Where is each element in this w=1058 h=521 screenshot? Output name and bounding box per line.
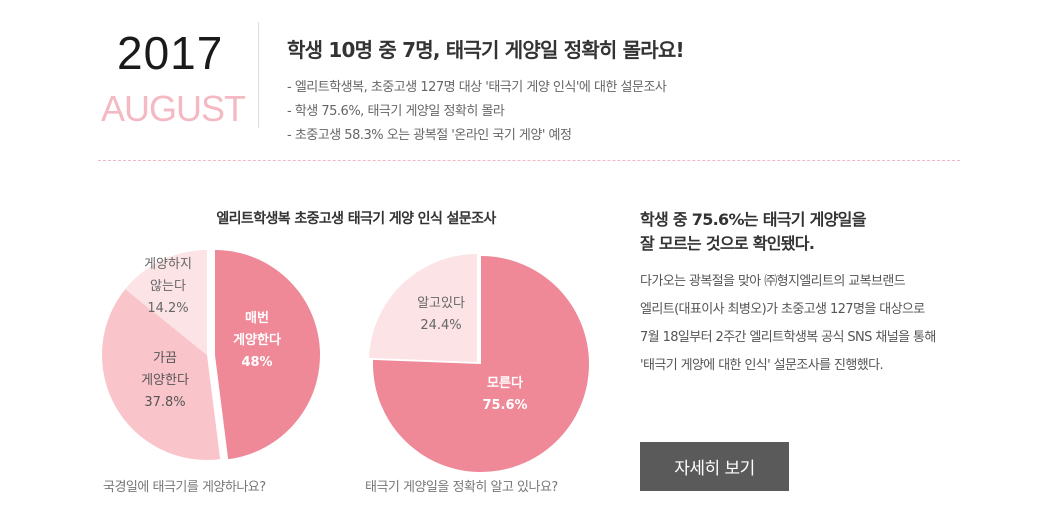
pie1-slice-3 <box>125 250 207 355</box>
headline: 학생 10명 중 7명, 태극기 게양일 정확히 몰라요! <box>287 38 685 62</box>
summary-title: 학생 중 75.6%는 태극기 게양일을 잘 모르는 것으로 확인됐다. <box>640 208 866 256</box>
summary-body-line: 엘리트(대표이사 최병오)가 초중고생 127명을 대상으로 <box>640 302 925 317</box>
slice-value-label: 48% <box>241 355 272 370</box>
slice-value-label: 14.2% <box>147 301 188 316</box>
summary-body-line: 7월 18일부터 2주간 엘리트학생복 공식 SNS 채널을 통해 <box>640 330 936 345</box>
pie1-slice-1 <box>215 250 321 460</box>
summary-body-line: 다가오는 광복절을 맞아 ㈜형지엘리트의 교복브랜드 <box>640 274 906 289</box>
pie1-slice-2 <box>101 289 221 461</box>
month: AUGUST <box>101 88 246 129</box>
summary-item: - 초중고생 58.3% 오는 광복절 '온라인 국기 게양' 예정 <box>287 128 572 143</box>
pie-question-2: 태극기 게양일을 정확히 알고 있나요? <box>365 480 558 495</box>
summary-title-line: 잘 모르는 것으로 확인됐다. <box>640 234 815 253</box>
header-divider <box>258 22 259 128</box>
slice-category-label: 알고있다 <box>417 296 465 311</box>
view-details-button[interactable]: 자세히 보기 <box>640 442 789 491</box>
slice-category-label: 게양한다 <box>233 332 281 348</box>
pie-question-1: 국경일에 태극기를 게양하나요? <box>103 480 266 495</box>
summary-title-line: 학생 중 75.6%는 태극기 게양일을 <box>640 210 866 229</box>
summary-list: - 엘리트학생복, 초중고생 127명 대상 '태극기 게양 인식'에 대한 설… <box>287 76 667 148</box>
slice-value-label: 75.6% <box>482 398 527 413</box>
summary-body-line: '태극기 게양에 대한 인식' 설문조사를 진행했다. <box>640 358 884 373</box>
slice-category-label: 게양하지 <box>144 257 192 272</box>
pie2-label-1: 모른다 75.6% <box>482 375 527 413</box>
slice-category-label: 모른다 <box>487 375 523 391</box>
slice-category-label: 않는다 <box>150 279 186 294</box>
slice-category-label: 가끔 <box>153 351 177 366</box>
pie2-label-2: 알고있다 24.4% <box>417 296 465 333</box>
pie2-slice-2 <box>369 254 477 362</box>
summary-item: - 엘리트학생복, 초중고생 127명 대상 '태극기 게양 인식'에 대한 설… <box>287 80 667 95</box>
year: 2017 <box>117 27 224 79</box>
slice-value-label: 24.4% <box>420 318 461 333</box>
section-divider <box>98 160 960 161</box>
pie2-slice-1 <box>373 256 589 473</box>
summary-item: - 학생 75.6%, 태극기 게양일 정확히 몰라 <box>287 104 505 119</box>
chart-title: 엘리트학생복 초중고생 태극기 게양 인식 설문조사 <box>216 211 496 227</box>
summary-body: 다가오는 광복절을 맞아 ㈜형지엘리트의 교복브랜드 엘리트(대표이사 최병오)… <box>640 268 936 380</box>
slice-category-label: 매번 <box>245 311 269 326</box>
slice-value-label: 37.8% <box>144 395 185 410</box>
slice-category-label: 게양한다 <box>141 373 189 388</box>
